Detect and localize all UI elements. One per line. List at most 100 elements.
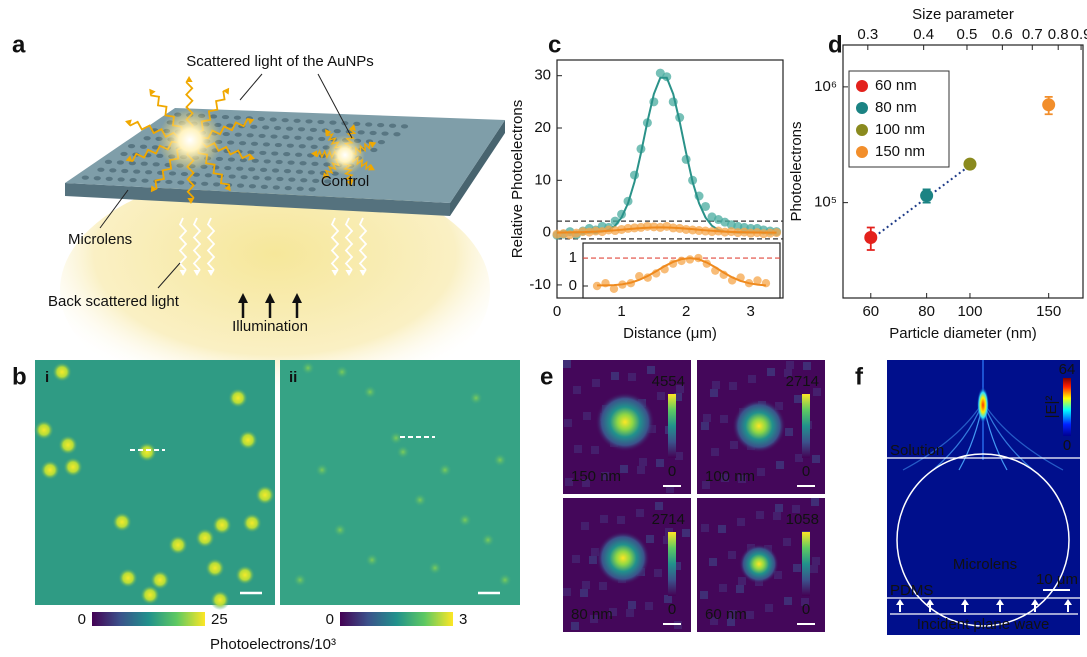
- noise-pixel: [720, 415, 728, 423]
- microlens-dot: [169, 171, 176, 175]
- particle-spot: [140, 585, 160, 605]
- microlens-dot: [251, 142, 258, 146]
- noise-pixel: [773, 512, 781, 520]
- microlens-dot: [236, 167, 243, 171]
- x2-tick-label: 0.3: [857, 26, 878, 43]
- panel-letter: b: [12, 363, 27, 390]
- microlens-dot: [224, 166, 231, 170]
- microlens-dot: [118, 177, 125, 181]
- noise-pixel: [701, 524, 709, 532]
- y-axis-label: Relative Photoelectrons: [509, 100, 526, 258]
- microlens-dot: [276, 160, 283, 164]
- particle-spot: [228, 388, 248, 408]
- particle-spot: [493, 453, 507, 467]
- legend-marker: [856, 124, 868, 136]
- particle-spot: [413, 493, 427, 507]
- noise-pixel: [710, 389, 718, 397]
- noise-pixel: [776, 461, 784, 469]
- annotation: Microlens: [68, 231, 132, 248]
- noise-pixel: [592, 379, 600, 387]
- microlens-dot: [241, 175, 248, 179]
- noise-pixel: [719, 584, 727, 592]
- sublabel: ii: [289, 369, 297, 386]
- particle-spot: [210, 590, 230, 610]
- particle-spot: [335, 365, 349, 379]
- y-tick-label: 10⁵: [814, 194, 837, 211]
- particle-spot: [333, 523, 347, 537]
- legend-label: 150 nm: [875, 143, 925, 160]
- particle-spot: [739, 544, 779, 584]
- particle-spot: [363, 385, 377, 399]
- microlens-dot: [288, 178, 295, 182]
- data-point: [864, 231, 877, 244]
- colorbar-label: 0: [668, 601, 676, 618]
- x2-tick-label: 0.7: [1022, 26, 1043, 43]
- legend-label: 60 nm: [875, 77, 917, 94]
- microlens-dot: [299, 161, 306, 165]
- microlens-dot: [274, 126, 281, 130]
- colorbar: [802, 394, 810, 458]
- microlens-dot: [129, 178, 136, 182]
- noise-pixel: [765, 604, 773, 612]
- microlens-dot: [252, 176, 259, 180]
- microlens-dot: [248, 167, 255, 171]
- microlens-dot: [365, 122, 372, 126]
- noise-pixel: [767, 368, 775, 376]
- noise-pixel: [730, 441, 738, 449]
- x-tick-label: 3: [747, 303, 755, 320]
- particle-spot: [595, 392, 655, 452]
- particle-spot: [205, 558, 225, 578]
- y-tick-label: 20: [534, 119, 551, 136]
- microlens-dot: [285, 186, 292, 190]
- noise-pixel: [675, 452, 683, 460]
- colorbar-label: 64: [1059, 361, 1076, 378]
- particle-spot: [235, 565, 255, 585]
- particle-spot: [481, 533, 495, 547]
- microlens-dot: [310, 128, 317, 132]
- noise-pixel: [703, 414, 711, 422]
- scale-label: 10 μm: [1036, 571, 1078, 588]
- microlens-dot: [249, 184, 256, 188]
- microlens-dot: [287, 144, 294, 148]
- microlens-dot: [378, 140, 385, 144]
- microlens-dot: [309, 187, 316, 191]
- region-label: Solution: [890, 442, 944, 459]
- page: abcdefScattered light of the AuNPsContro…: [0, 0, 1087, 657]
- microlens-dot: [120, 152, 127, 156]
- noise-pixel: [793, 564, 801, 572]
- microlens-dot: [377, 123, 384, 127]
- colorbar: [668, 532, 676, 596]
- particle-spot: [293, 573, 307, 587]
- panel-letter: f: [855, 363, 864, 390]
- y-tick-label: 0: [543, 224, 551, 241]
- particle-spot: [428, 561, 442, 575]
- figure: abcdefScattered light of the AuNPsContro…: [0, 0, 1087, 657]
- noise-pixel: [599, 582, 607, 590]
- microlens-dot: [286, 127, 293, 131]
- microlens-dot: [247, 150, 254, 154]
- microlens-dot: [308, 170, 315, 174]
- noise-pixel: [636, 509, 644, 517]
- image-ii: [280, 360, 520, 605]
- noise-pixel: [656, 459, 664, 467]
- y-tick-label: 10⁶: [814, 78, 837, 95]
- microlens-dot: [235, 133, 242, 137]
- microlens-dot: [250, 125, 257, 129]
- colorbar-label: 0: [668, 463, 676, 480]
- microlens-dot: [273, 185, 280, 189]
- microlens-dot: [222, 115, 229, 119]
- microlens-dot: [270, 117, 277, 121]
- noise-pixel: [580, 589, 588, 597]
- microlens-dot: [264, 176, 271, 180]
- colorbar-title: |E|²: [1043, 396, 1060, 419]
- noise-pixel: [657, 392, 665, 400]
- particle-spot: [596, 531, 650, 585]
- microlens-dot: [105, 160, 112, 164]
- noise-pixel: [757, 468, 765, 476]
- microlens-dot: [393, 132, 400, 136]
- microlens-dot: [121, 169, 128, 173]
- noise-pixel: [645, 602, 653, 610]
- x-tick-label: 2: [682, 303, 690, 320]
- noise-pixel: [748, 375, 756, 383]
- y-tick-label: -10: [529, 276, 551, 293]
